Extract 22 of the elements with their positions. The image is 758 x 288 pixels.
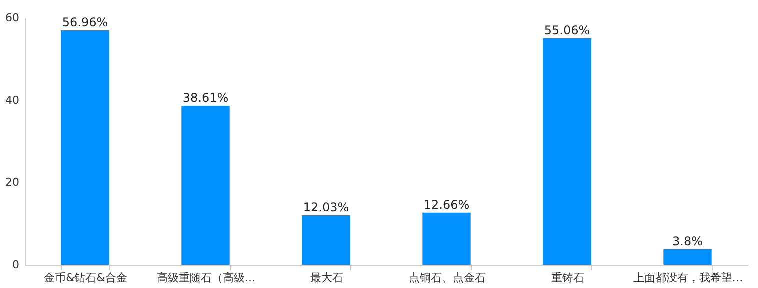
y-tick-label: 60 — [6, 12, 20, 24]
data-label: 12.66% — [424, 198, 470, 212]
data-label: 38.61% — [182, 91, 229, 106]
x-tick-label: 点铜石、点金石 — [408, 272, 486, 284]
data-label: 3.8% — [672, 234, 703, 248]
data-label: 55.06% — [544, 23, 590, 38]
x-tick-label: 高级重随石（高级… — [156, 272, 256, 284]
bar — [422, 212, 471, 265]
x-tick-label: 重铸石 — [551, 272, 584, 284]
x-tick-label: 金币&钻石&合金 — [44, 272, 128, 284]
bar — [664, 249, 712, 265]
bar — [543, 38, 592, 265]
data-label: 12.03% — [303, 200, 350, 214]
y-tick-label: 40 — [6, 94, 20, 107]
x-tick-label: 上面都没有，我希望… — [633, 272, 744, 284]
bar — [61, 30, 110, 265]
bar — [302, 215, 350, 265]
bar — [182, 106, 230, 265]
x-tick-label: 最大石 — [310, 272, 344, 284]
y-tick-label: 20 — [6, 176, 20, 190]
y-tick-label: 0 — [12, 258, 20, 272]
data-label: 56.96% — [62, 16, 108, 30]
